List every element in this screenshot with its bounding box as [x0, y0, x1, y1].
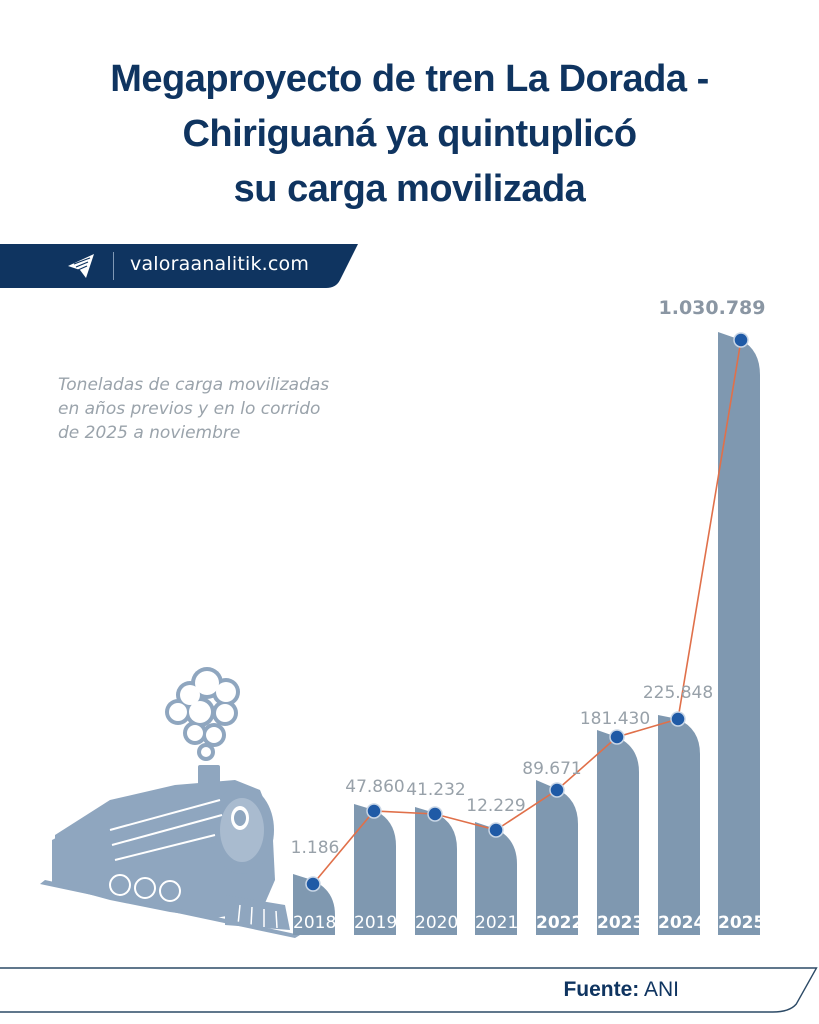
point-2019: [366, 803, 382, 819]
value-label-2020: 41.232: [406, 780, 466, 800]
title-line-2: Chiriguaná ya quintuplicó: [182, 113, 637, 155]
source-text: Fuente: ANI: [563, 978, 679, 1002]
train-illustration-icon: [40, 667, 300, 938]
subtitle-line-2: en años previos y en lo corrido: [58, 399, 321, 419]
bar-2024: [658, 715, 700, 935]
title-line-3: su carga movilizada: [233, 168, 586, 210]
source-label: Fuente:: [563, 978, 640, 1001]
bar-2023: [597, 730, 639, 935]
point-2020: [427, 806, 443, 822]
paper-plane-icon: [68, 254, 94, 278]
year-label-2023: 2023: [597, 913, 645, 933]
brand-site-link[interactable]: valoraanalitik.com: [130, 253, 310, 275]
bar-2018: [293, 874, 335, 935]
bar-2025: [718, 332, 760, 935]
point-2021: [488, 822, 504, 838]
year-label-2024: 2024: [658, 913, 706, 933]
point-2022: [549, 782, 565, 798]
footer-frame: [0, 966, 819, 1014]
source-footer: Fuente: ANI: [0, 966, 819, 1014]
value-label-2022: 89.671: [522, 759, 582, 779]
bar-2019: [354, 804, 396, 935]
year-label-2025: 2025: [718, 913, 766, 933]
point-2023: [609, 729, 625, 745]
data-points: [305, 332, 749, 892]
year-label-2018: 2018: [293, 913, 337, 933]
source-value: ANI: [643, 978, 679, 1001]
subtitle-line-3: de 2025 a noviembre: [58, 423, 241, 443]
year-label-2021: 2021: [475, 913, 519, 933]
value-label-2018: 1.186: [290, 838, 340, 858]
value-label-2019: 47.860: [345, 777, 405, 797]
title-line-1: Megaproyecto de tren La Dorada -: [110, 58, 709, 100]
value-label-2025: 1.030.789: [658, 297, 766, 319]
bar-2020: [415, 807, 457, 935]
chart-subtitle: Toneladas de carga movilizadas en años p…: [58, 373, 378, 445]
value-label-2023: 181.430: [579, 709, 651, 729]
value-label-2021: 12.229: [466, 796, 526, 816]
point-2018: [305, 876, 321, 892]
year-label-2020: 2020: [415, 913, 459, 933]
brand-banner: valoraanalitik.com: [0, 244, 358, 288]
bar-2022: [536, 780, 578, 935]
value-label-2024: 225.848: [642, 683, 714, 703]
bars: [293, 332, 760, 935]
brand-banner-background: [0, 244, 358, 288]
point-2025: [733, 332, 749, 348]
subtitle-line-1: Toneladas de carga movilizadas: [58, 375, 330, 395]
point-2024: [670, 711, 686, 727]
brand-divider: [113, 252, 114, 280]
trend-line: [312, 339, 742, 885]
page-title: Megaproyecto de tren La Dorada - Chirigu…: [0, 52, 819, 217]
year-label-2019: 2019: [354, 913, 398, 933]
bar-2021: [475, 822, 517, 935]
year-label-2022: 2022: [536, 913, 584, 933]
